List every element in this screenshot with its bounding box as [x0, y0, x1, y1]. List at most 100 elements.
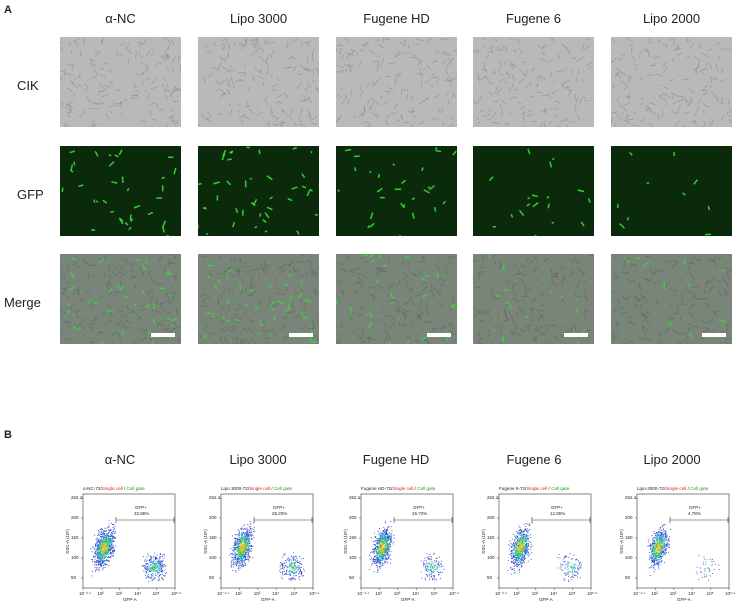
panel-a-column-title: Lipo 3000: [229, 11, 288, 26]
panel-a-row-label: Merge: [4, 295, 41, 310]
plot-gating-header: α-NC-72/Single cell / Cell gate: [83, 486, 145, 491]
panel-a-column-title: Lipo 2000: [642, 11, 701, 26]
merge-image: [336, 254, 457, 344]
flow-cytometry-plot: Fugene HD-72/Single cell / Cell gate GFP+…: [341, 484, 463, 604]
x-tick-label: 10⁴: [134, 591, 142, 596]
plot-sample-name: Lipo 3000-72/: [221, 486, 250, 491]
x-tick-label: 10²: [375, 591, 382, 596]
y-axis-label: SSC-A (10⁵): [480, 529, 486, 554]
x-tick-label: 10⁻¹·¹: [633, 591, 645, 596]
brightfield-image: [336, 37, 457, 127]
y-tick-label: 150: [71, 535, 79, 540]
panel-a-row-label: GFP: [17, 187, 44, 202]
gate-separator: /: [686, 486, 691, 491]
x-tick-label: 10⁻¹·¹: [79, 591, 91, 596]
y-tick-label: 262.1: [487, 495, 499, 500]
x-tick-label: 10⁵: [568, 591, 576, 596]
scale-bar: [289, 333, 313, 337]
scale-bar: [702, 333, 726, 337]
flow-cytometry-plot: Lipo 3000-72/Single cell / Cell gate GFP+…: [201, 484, 323, 604]
y-tick-label: 100: [625, 555, 633, 560]
plot-sample-name: Fugene 6-72/: [499, 486, 527, 491]
x-tick-label: 10³: [115, 591, 123, 596]
x-tick-label: 10²: [513, 591, 520, 596]
y-axis-label: SSC-A (10⁵): [342, 529, 348, 554]
y-tick-label: 262.1: [209, 495, 221, 500]
x-tick-label: 10³: [531, 591, 539, 596]
y-tick-label: 50: [71, 575, 77, 580]
plot-sample-name: Fugene HD-72/: [361, 486, 393, 491]
y-tick-label: 262.1: [71, 495, 83, 500]
cell-gate-label: Cell gate: [126, 486, 145, 491]
panel-b-column-title: Lipo 3000: [229, 452, 287, 467]
gate-label: GFP+: [689, 505, 701, 510]
gate-label: GFP+: [413, 505, 425, 510]
flow-cytometry-plot: α-NC-72/Single cell / Cell gate GFP+ 32.86…: [63, 484, 185, 604]
x-tick-label: 10³: [669, 591, 677, 596]
cell-gate-label: Cell gate: [417, 486, 436, 491]
panel-a-column-title: Fugene HD: [363, 11, 430, 26]
x-tick-label: 10³: [393, 591, 401, 596]
y-tick-label: 200: [349, 515, 357, 520]
plot-sample-name: α-NC-72/: [83, 486, 102, 491]
gate-separator: /: [270, 486, 274, 491]
y-axis-label: SSC-A (10⁵): [618, 529, 624, 554]
gate-separator: /: [547, 486, 552, 491]
brightfield-image: [60, 37, 181, 127]
merge-image: [60, 254, 181, 344]
x-tick-label: 10⁴: [688, 591, 696, 596]
x-tick-label: 10⁻¹·¹: [495, 591, 507, 596]
x-tick-label: 10²: [651, 591, 658, 596]
gfp-fluorescence-image: [336, 146, 457, 236]
panel-a-letter: A: [4, 4, 12, 16]
panel-b-column-title: Fugene 6: [506, 452, 562, 467]
x-tick-label: 10⁵: [152, 591, 160, 596]
x-tick-label: 10⁵: [706, 591, 714, 596]
y-tick-label: 150: [349, 535, 357, 540]
merge-image: [473, 254, 594, 344]
single-cell-gate-label: Single cell: [101, 486, 123, 491]
gfp-fluorescence-image: [473, 146, 594, 236]
x-tick-label: 10⁵·⁹: [725, 591, 736, 596]
plot-gating-header: Fugene HD-72/Single cell / Cell gate: [361, 486, 435, 491]
scale-bar: [564, 333, 588, 337]
gate-label: GFP+: [273, 505, 285, 510]
scale-bar: [427, 333, 451, 337]
y-tick-label: 100: [209, 555, 217, 560]
gate-percent: 16.72%: [412, 511, 428, 516]
single-cell-gate-label: Single cell: [526, 486, 548, 491]
brightfield-image: [473, 37, 594, 127]
panel-a-column-title: Fugene 6: [506, 11, 561, 26]
cell-gate-label: Cell gate: [551, 486, 570, 491]
y-tick-label: 200: [209, 515, 217, 520]
y-tick-label: 50: [487, 575, 493, 580]
flow-cytometry-plot: Fugene 6-72/Single cell / Cell gate GFP+ 1…: [479, 484, 601, 604]
gate-percent: 25.20%: [272, 511, 288, 516]
gate-separator: /: [413, 486, 418, 491]
cell-gate-label: Cell gate: [690, 486, 709, 491]
cell-gate-label: Cell gate: [273, 486, 293, 491]
y-tick-label: 262.1: [625, 495, 637, 500]
gate-percent: 12.95%: [550, 511, 566, 516]
y-tick-label: 50: [349, 575, 355, 580]
y-axis-label: SSC-A (10⁵): [202, 529, 208, 554]
brightfield-image: [611, 37, 732, 127]
panel-b-column-title: Lipo 2000: [643, 452, 701, 467]
x-tick-label: 10⁻¹·¹: [217, 591, 229, 596]
panel-a-row-label: CIK: [17, 78, 39, 93]
x-tick-label: 10²: [235, 591, 242, 596]
panel-b-letter: B: [4, 429, 12, 441]
y-tick-label: 200: [487, 515, 495, 520]
y-tick-label: 150: [625, 535, 633, 540]
single-cell-gate-label: Single cell: [392, 486, 414, 491]
flow-cytometry-plot: Lipo-2000-72/Single cell / Cell gate GFP+…: [617, 484, 738, 604]
y-tick-label: 262.1: [349, 495, 361, 500]
plot-gating-header: Lipo 3000-72/Single cell / Cell gate: [221, 486, 292, 491]
plot-gating-header: Fugene 6-72/Single cell / Cell gate: [499, 486, 569, 491]
y-tick-label: 50: [209, 575, 215, 580]
panel-b-column-title: α-NC: [104, 452, 136, 467]
panel-a-column-title: α-NC: [105, 11, 136, 26]
x-axis-label: GFP-A: [539, 597, 553, 602]
gate-separator: /: [122, 486, 127, 491]
x-tick-label: 10³: [253, 591, 261, 596]
